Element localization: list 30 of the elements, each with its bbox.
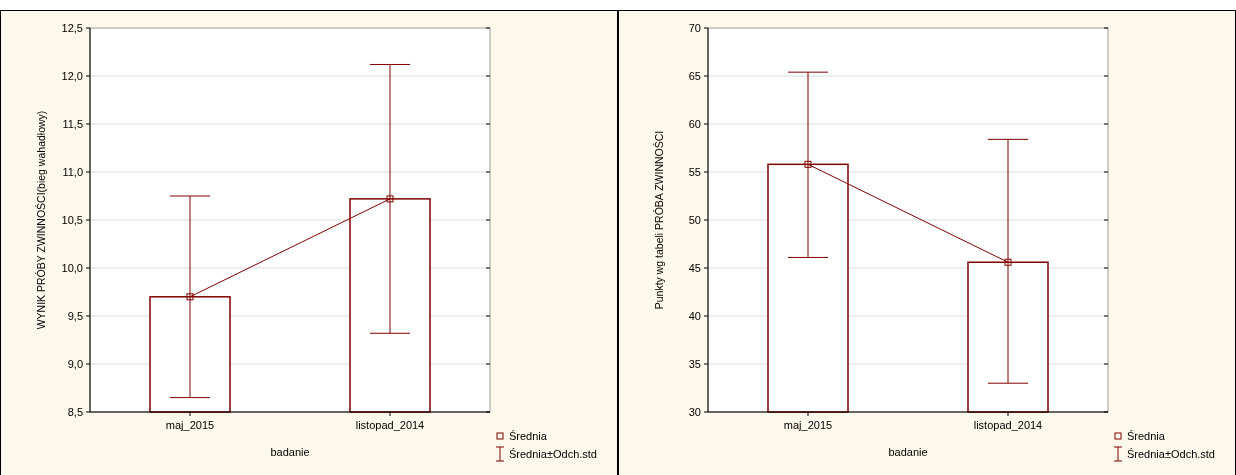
y-tick-label: 10,5 (61, 213, 83, 226)
legend-label: Średnia (1127, 430, 1166, 442)
text: Średnia±Odch.std (509, 448, 597, 460)
y-tick-label: 12,5 (61, 21, 83, 34)
x-axis-title: badanie (888, 446, 928, 458)
y-tick-label: 70 (688, 21, 701, 34)
y-axis-title: Punkty wg tabeli PRÓBA ZWINNOŚCI (653, 130, 665, 310)
x-axis-title: badanie (270, 446, 310, 458)
y-tick-label: 45 (688, 261, 701, 274)
legend-label: Średnia (509, 430, 548, 442)
y-tick-label: 9,5 (67, 309, 83, 322)
y-tick-label: 11,5 (62, 117, 83, 130)
y-tick-label: 60 (688, 117, 701, 130)
y-tick-label: 50 (688, 213, 701, 226)
y-tick-label: 8,5 (67, 405, 83, 418)
y-tick-label: 12,0 (61, 69, 83, 82)
y-axis-title: WYNIK PRÓBY ZWINNOŚCI(bieg wahadłowy) (35, 110, 47, 330)
y-tick-label: 10,0 (61, 261, 83, 274)
x-tick-label: listopad_2014 (355, 419, 425, 431)
y-tick-label: 40 (688, 309, 701, 322)
text: Średnia±Odch.std (1127, 448, 1215, 460)
y-tick-label: 11,0 (62, 165, 83, 178)
y-tick-label: 9,0 (67, 357, 83, 370)
x-tick-label: maj_2015 (165, 419, 215, 431)
x-tick-label: maj_2015 (783, 419, 833, 431)
x-tick-label: listopad_2014 (973, 419, 1043, 431)
y-tick-label: 35 (688, 357, 701, 370)
y-tick-label: 30 (688, 405, 701, 418)
y-tick-label: 55 (688, 165, 701, 178)
y-tick-label: 65 (688, 69, 701, 82)
